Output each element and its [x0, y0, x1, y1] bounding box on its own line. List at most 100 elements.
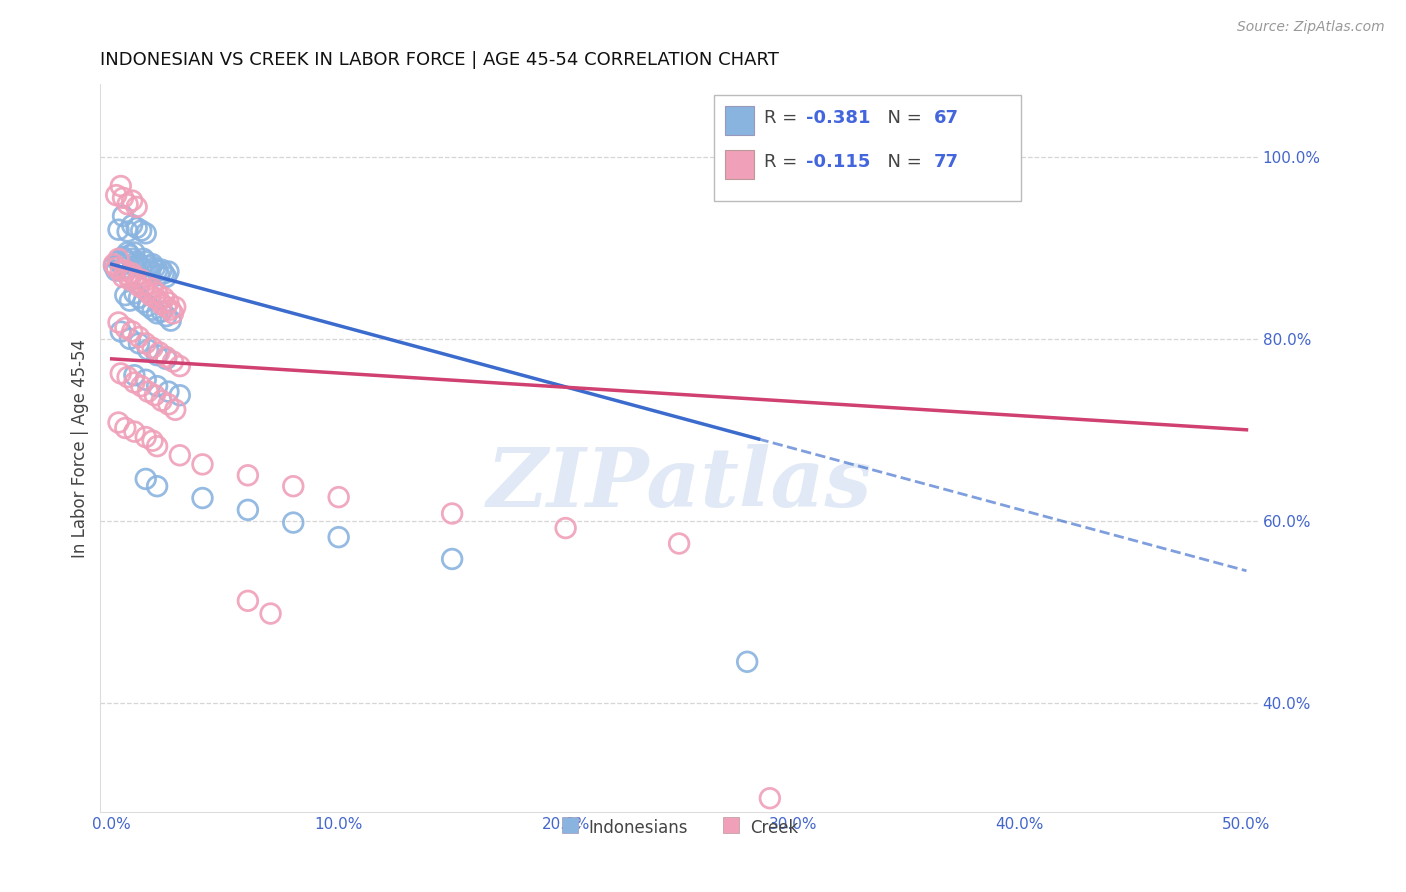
Text: N =: N =: [876, 110, 928, 128]
Point: [107, 316, 129, 330]
Point: [135, 277, 157, 292]
Point: [105, 263, 128, 277]
Point: [110, 179, 132, 194]
Point: [117, 370, 139, 384]
Point: [129, 379, 152, 393]
Point: [118, 332, 141, 346]
Point: [441, 552, 464, 566]
Point: [135, 336, 157, 351]
Point: [165, 402, 187, 417]
Point: [110, 325, 132, 339]
Point: [118, 273, 141, 287]
Point: [283, 479, 305, 493]
Point: [150, 393, 173, 408]
Point: [128, 257, 150, 271]
Text: R =: R =: [763, 110, 803, 128]
Point: [132, 295, 155, 310]
Point: [155, 309, 177, 323]
Point: [121, 252, 143, 266]
Point: [136, 299, 159, 313]
Point: [107, 416, 129, 430]
Point: [155, 350, 177, 364]
Point: [124, 286, 146, 301]
Point: [159, 302, 181, 317]
Point: [110, 263, 132, 277]
Point: [114, 421, 136, 435]
Point: [118, 248, 141, 262]
Point: [157, 397, 180, 411]
Point: [153, 291, 176, 305]
Point: [135, 254, 157, 268]
Point: [103, 259, 125, 273]
Point: [112, 250, 135, 264]
Point: [157, 264, 180, 278]
Point: [155, 270, 177, 285]
Point: [105, 188, 128, 202]
Point: [668, 536, 690, 550]
Point: [118, 293, 141, 308]
Point: [117, 268, 139, 282]
Point: [157, 295, 180, 310]
Point: [146, 439, 169, 453]
Point: [759, 791, 782, 805]
Point: [117, 254, 139, 268]
Point: [136, 259, 159, 273]
Point: [735, 655, 758, 669]
Point: [107, 254, 129, 268]
Point: [142, 257, 165, 271]
Text: -0.381: -0.381: [807, 110, 870, 128]
Point: [132, 252, 155, 266]
Point: [136, 343, 159, 357]
Y-axis label: In Labor Force | Age 45-54: In Labor Force | Age 45-54: [72, 338, 89, 558]
Point: [162, 306, 184, 320]
Text: 67: 67: [934, 110, 959, 128]
Point: [150, 304, 173, 318]
Point: [125, 276, 148, 290]
Point: [146, 306, 169, 320]
Point: [283, 516, 305, 530]
Point: [169, 388, 191, 402]
Point: [117, 225, 139, 239]
Point: [121, 325, 143, 339]
Point: [142, 282, 165, 296]
Point: [128, 330, 150, 344]
Point: [155, 300, 177, 314]
Point: [124, 425, 146, 439]
Point: [150, 297, 173, 311]
Text: INDONESIAN VS CREEK IN LABOR FORCE | AGE 45-54 CORRELATION CHART: INDONESIAN VS CREEK IN LABOR FORCE | AGE…: [100, 51, 779, 69]
Point: [191, 491, 214, 505]
Point: [114, 288, 136, 302]
Point: [139, 263, 162, 277]
FancyBboxPatch shape: [714, 95, 1021, 201]
Point: [169, 359, 191, 373]
Text: R =: R =: [763, 153, 803, 171]
Point: [125, 220, 148, 235]
Point: [125, 254, 148, 268]
Text: -0.115: -0.115: [807, 153, 870, 171]
Point: [112, 270, 135, 285]
Point: [129, 273, 152, 287]
Point: [105, 260, 128, 275]
Point: [121, 194, 143, 208]
Point: [554, 521, 576, 535]
Point: [128, 291, 150, 305]
Point: [146, 348, 169, 362]
Point: [103, 257, 125, 271]
Point: [136, 285, 159, 299]
Point: [146, 379, 169, 393]
Point: [159, 313, 181, 327]
Point: [121, 266, 143, 280]
Point: [110, 367, 132, 381]
Point: [114, 263, 136, 277]
Point: [146, 286, 169, 301]
Point: [114, 260, 136, 275]
Point: [142, 302, 165, 317]
Point: [150, 262, 173, 277]
Point: [165, 300, 187, 314]
Point: [986, 143, 1008, 157]
Text: ZIPatlas: ZIPatlas: [486, 444, 872, 524]
Point: [169, 448, 191, 462]
Point: [142, 341, 165, 355]
Point: [155, 351, 177, 366]
Point: [162, 354, 184, 368]
